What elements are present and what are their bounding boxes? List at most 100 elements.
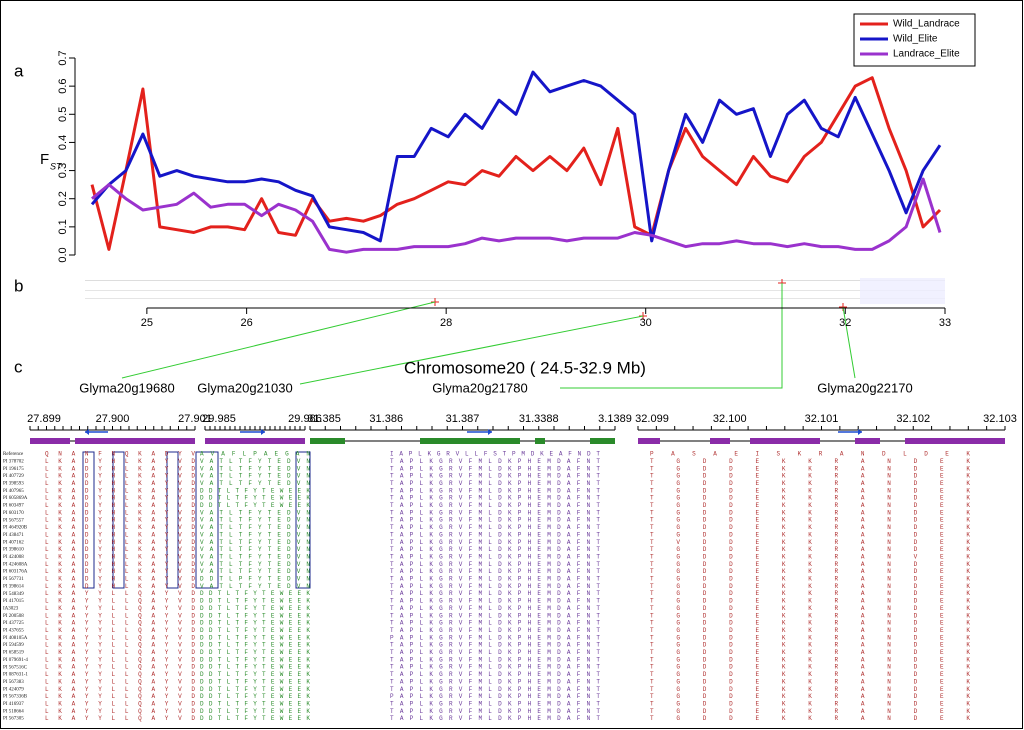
sequence: DDTLTFYTEWEEK: [200, 612, 310, 619]
y-tick-label: 0.3: [57, 163, 69, 178]
exon: [420, 438, 520, 444]
sequence: DDTLTFYTEWEEK: [200, 700, 310, 707]
sample-name: PI 567731: [3, 577, 24, 582]
sequence: DDTLTFYTEWEEK: [200, 693, 310, 700]
sequence: TGDDEKKRANDEK: [650, 620, 970, 627]
sample-name: PI 079691-4: [3, 658, 28, 663]
sample-name: PI 438471: [3, 533, 24, 538]
y-tick-label: 0.0: [57, 247, 69, 262]
sequence: TGDDEKKRANDEK: [650, 605, 970, 612]
sequence: DDTLTFYTEWEEK: [200, 671, 310, 678]
sequence: AVAFLPAEGAN: [200, 451, 310, 458]
sequence: TGDDEKKRANDEK: [650, 700, 970, 707]
sample-name: PI 398614: [3, 584, 24, 589]
gene-label: Glyma20g19680: [79, 380, 174, 395]
sample-name: PI 567305: [3, 717, 24, 722]
sequence: TVDDEKKRANDEK: [650, 539, 970, 546]
panel-label: b: [14, 276, 23, 295]
sequence: TGDDEKKRANDEK: [650, 495, 970, 502]
scale-label: 32.100: [713, 413, 747, 425]
sample-name: PI 424008: [3, 555, 24, 560]
sequence: TGDDEKKRANDEK: [650, 693, 970, 700]
exon: [638, 438, 660, 444]
legend-label: Wild_Elite: [893, 34, 938, 45]
sequence: DDTLTFYTEWEEK: [200, 715, 310, 722]
y-tick-label: 0.5: [57, 107, 69, 122]
scale-label: 31.387: [446, 413, 480, 425]
gene-label: Glyma20g21030: [197, 380, 292, 395]
sequence: TGDDEKKRANDEK: [650, 590, 970, 597]
y-tick-label: 0.1: [57, 219, 69, 234]
scale-label: 29.986: [288, 413, 322, 425]
sequence: TGDDEKKRANVEK: [650, 553, 970, 560]
legend-label: Landrace_Elite: [893, 49, 960, 60]
y-label-sub: ST: [50, 161, 63, 171]
sequence: TGDDEKKRANDEK: [650, 458, 970, 465]
sequence: TGDDEKKRANDEK: [650, 576, 970, 583]
sequence: DDTLTFYTEWEEK: [200, 487, 310, 494]
sample-name: PI 437725: [3, 621, 24, 626]
scale-label: 32.101: [805, 413, 839, 425]
sequence: DDTLTFYTEWEEK: [200, 664, 310, 671]
snp-dots: [85, 278, 945, 304]
series-line: [90, 76, 942, 251]
gene-connectors: [121, 283, 856, 389]
sequence: DDTLTFYTEWEEK: [200, 495, 310, 502]
sample-name: PI 603497: [3, 504, 24, 509]
sample-name: PI 567336B: [3, 695, 28, 700]
exon: [310, 438, 345, 444]
sequence: TGDDEKKRANDEK: [650, 634, 970, 641]
exon: [750, 438, 820, 444]
x-tick-label: 26: [241, 317, 253, 329]
scale-label: 31.385: [307, 413, 341, 425]
series-line: [91, 177, 942, 254]
sample-name: PI 196175: [3, 467, 24, 472]
scale-label: 29.985: [202, 413, 236, 425]
sequence: TGDDEKKRANDEK: [650, 671, 970, 678]
sample-name: PI 464920B: [3, 526, 28, 531]
sequence: TGDDEKKRANDEK: [650, 524, 970, 531]
sample-name: PI 603170: [3, 511, 24, 516]
sample-name: Reference: [3, 452, 24, 457]
sample-name: PI 658519: [3, 651, 24, 656]
strand-arrowhead: [261, 429, 265, 435]
sample-name: PI 417015: [3, 599, 24, 604]
strand-arrowhead: [488, 429, 492, 435]
y-tick-label: 0.6: [57, 78, 69, 93]
sequence: DDTLTFYTEWEEK: [200, 708, 310, 715]
sequence: DDTLTFYTEWEEK: [200, 590, 310, 597]
x-tick-label: 33: [939, 317, 951, 329]
scale-label: 31.386: [369, 413, 403, 425]
x-tick-label: 28: [440, 317, 452, 329]
sequence: DDTLTFYTEWEEK: [200, 678, 310, 685]
sequence: DDTLTFYTEWEEK: [200, 605, 310, 612]
sequence: TGDDEKKRANDEK: [650, 502, 970, 509]
exon: [75, 438, 195, 444]
sample-name: PI 398610: [3, 548, 24, 553]
sequence: TGDDEKKRANDEK: [650, 678, 970, 685]
sample-name: PI 567516C: [3, 665, 28, 670]
scale-label: 3.1389: [598, 413, 632, 425]
sample-name: PI 548349: [3, 592, 24, 597]
scale-label: 32.103: [983, 413, 1017, 425]
panel-label: a: [14, 61, 24, 80]
scale-label: 27.901: [178, 413, 212, 425]
sequence: TGDDEKKRANDEK: [650, 568, 970, 575]
sequence: TGDDEKKRANDEK: [650, 708, 970, 715]
sequence: DDTLTFYTEWEEK: [200, 642, 310, 649]
scale-label: 27.899: [27, 413, 61, 425]
sequence: TGDDEKKRANDEK: [650, 656, 970, 663]
sequence: DDTLTFYTEWEEK: [200, 656, 310, 663]
exon: [710, 438, 730, 444]
exon: [855, 438, 880, 444]
sample-name: PI 603176A: [3, 570, 28, 575]
sequence: TGDDEKKRANDEK: [650, 561, 970, 568]
sequence: DDTLTFYTEWEEK: [200, 634, 310, 641]
sample-name: PI 398593: [3, 482, 24, 487]
legend-label: Wild_Landrace: [893, 19, 960, 30]
sequence: TGDDEKKRANDEK: [650, 531, 970, 538]
sequence: TGDDEKKRANDEK: [650, 465, 970, 472]
sequence: TGDDEKKRANDEK: [650, 480, 970, 487]
